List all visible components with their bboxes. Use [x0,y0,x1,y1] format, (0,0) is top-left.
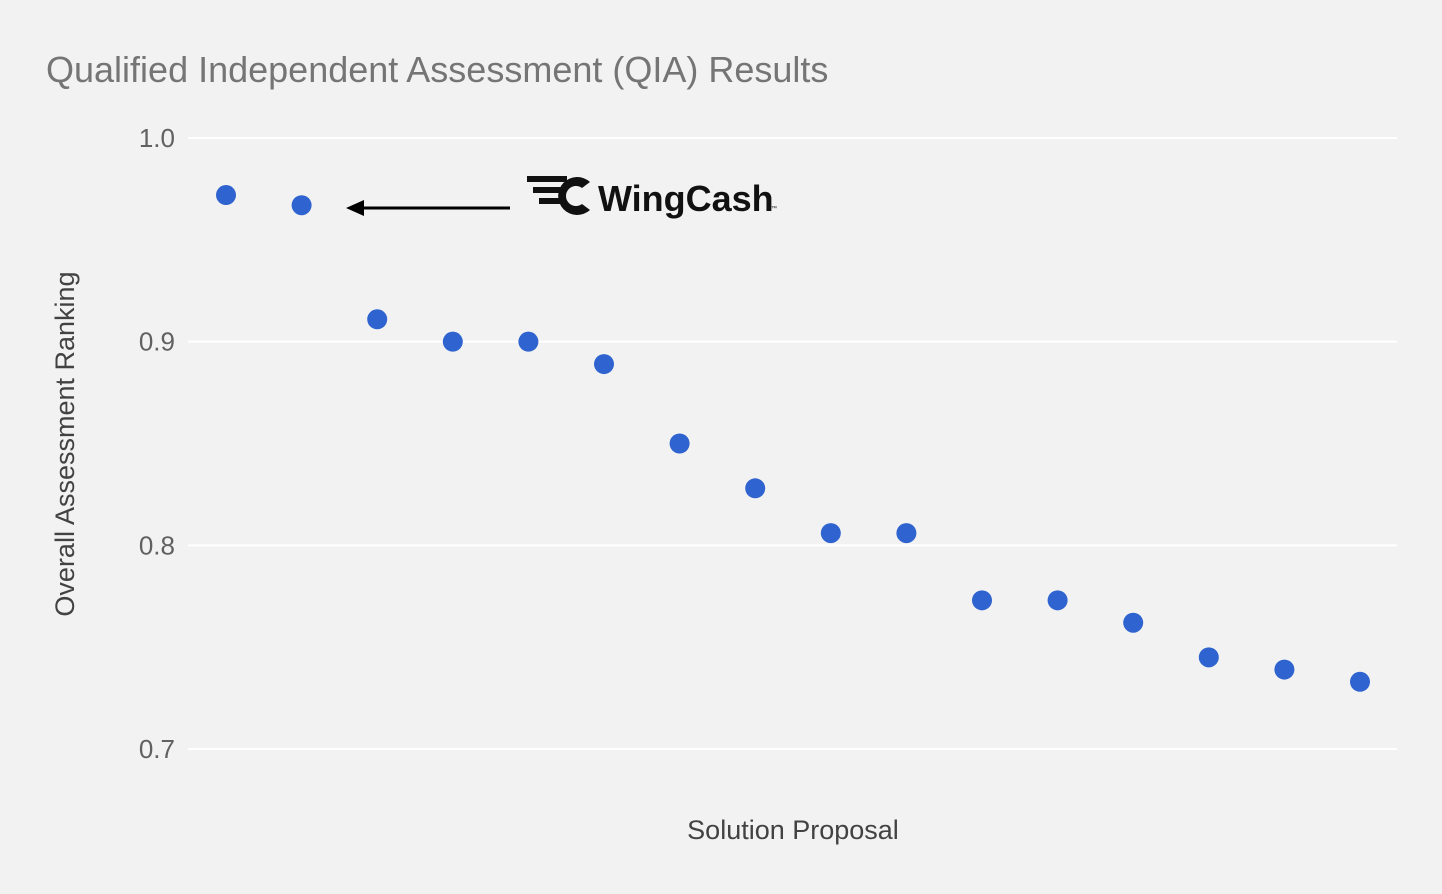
y-axis-label: Overall Assessment Ranking [50,271,80,616]
data-point [669,433,690,454]
data-point [594,354,614,375]
data-point [367,309,388,330]
data-point [820,523,841,544]
data-points [216,185,1370,692]
data-point [518,331,539,352]
wingcash-annotation: WingCash ™ [346,176,777,219]
arrow-left-icon [346,200,510,216]
data-point [745,478,766,499]
y-tick-label: 0.9 [139,327,175,357]
x-axis-label: Solution Proposal [687,815,899,845]
y-tick-label: 0.7 [139,734,175,764]
data-point [216,185,236,206]
data-point [1123,612,1144,633]
trademark-mark: ™ [771,205,777,212]
chart-title: Qualified Independent Assessment (QIA) R… [46,49,828,90]
gridlines [188,137,1397,750]
data-point [442,331,463,352]
data-point [1047,590,1068,611]
wingcash-winged-c-icon [527,176,590,215]
data-point [291,195,312,216]
data-point [1350,671,1370,692]
y-tick-label: 1.0 [139,123,175,153]
data-point [972,590,992,611]
data-point [1198,647,1219,668]
wingcash-logo-text: WingCash [598,178,774,219]
data-point [1274,659,1295,680]
y-tick-label: 0.8 [139,530,175,560]
data-point [896,523,917,544]
y-tick-labels: 0.7 0.8 0.9 1.0 [139,123,175,764]
